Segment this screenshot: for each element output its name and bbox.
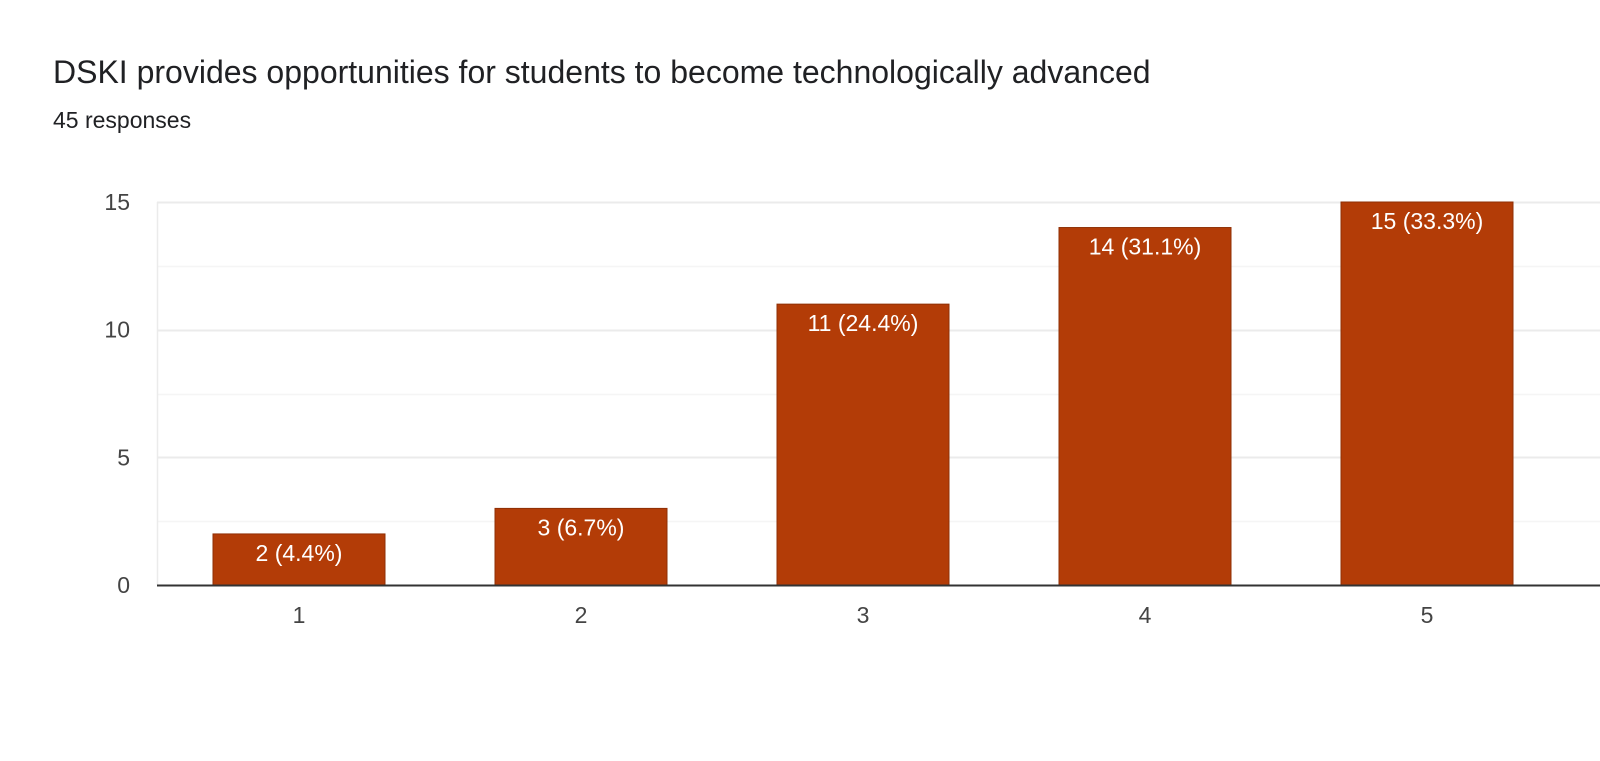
y-tick-label: 0	[117, 572, 130, 598]
x-tick-label: 1	[293, 602, 306, 628]
chart-title: DSKI provides opportunities for students…	[53, 54, 1151, 90]
bar-1	[212, 533, 386, 586]
bar-data-label: 11 (24.4%)	[808, 310, 919, 336]
bar-data-label: 14 (31.1%)	[1089, 234, 1202, 260]
bars	[212, 201, 1514, 586]
y-axis-ticks: 0 5 10 15	[104, 189, 130, 598]
y-tick-label: 10	[104, 317, 130, 343]
bar-data-label: 2 (4.4%)	[256, 540, 343, 566]
x-tick-label: 3	[857, 602, 870, 628]
bar-labels: 2 (4.4%) 3 (6.7%) 11 (24.4%) 14 (31.1%) 15 (…	[256, 208, 1484, 566]
bar-5	[1340, 201, 1514, 586]
bar-data-label: 15 (33.3%)	[1371, 208, 1484, 234]
response-count: 45 responses	[53, 107, 192, 133]
y-tick-label: 5	[117, 444, 130, 470]
bar-3	[776, 303, 950, 586]
y-tick-label: 15	[104, 189, 130, 215]
bar-2	[494, 507, 668, 586]
bar-data-label: 3 (6.7%)	[538, 514, 625, 540]
bar-4	[1058, 227, 1232, 586]
x-axis-ticks: 1 2 3 4 5	[293, 602, 1434, 628]
x-tick-label: 4	[1139, 602, 1152, 628]
x-tick-label: 2	[575, 602, 588, 628]
x-tick-label: 5	[1421, 602, 1434, 628]
